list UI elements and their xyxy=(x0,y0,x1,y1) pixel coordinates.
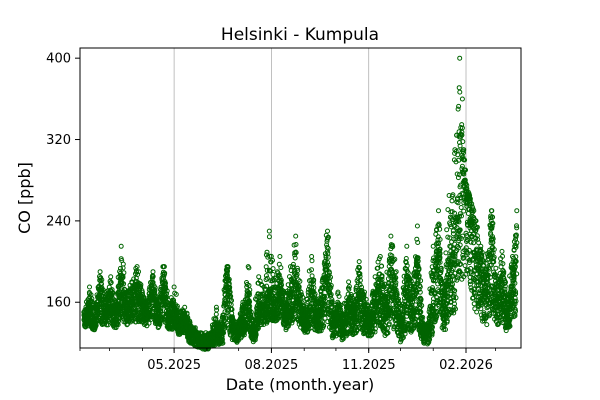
data-point xyxy=(143,320,149,326)
data-point xyxy=(120,265,126,271)
data-point xyxy=(110,290,116,296)
data-point xyxy=(121,270,127,276)
data-point xyxy=(226,306,232,312)
data-point xyxy=(246,283,252,288)
data-point xyxy=(98,278,104,284)
data-point xyxy=(173,291,179,297)
data-point xyxy=(162,281,168,287)
data-points xyxy=(81,55,520,352)
data-point xyxy=(163,284,168,290)
data-point xyxy=(152,285,158,291)
data-point xyxy=(104,322,109,328)
data-point xyxy=(119,280,125,286)
data-point xyxy=(248,309,254,315)
data-point xyxy=(247,287,253,293)
data-point xyxy=(246,292,252,298)
data-point xyxy=(225,276,230,282)
data-point xyxy=(228,306,234,312)
data-point xyxy=(164,291,169,297)
data-point xyxy=(108,280,114,286)
data-point xyxy=(246,298,252,304)
data-point xyxy=(182,311,188,317)
data-point xyxy=(99,277,105,283)
data-point xyxy=(93,322,99,328)
data-point xyxy=(137,283,143,289)
data-point xyxy=(162,271,167,277)
data-point xyxy=(258,291,264,297)
data-point xyxy=(164,288,170,294)
data-point xyxy=(149,275,155,281)
data-point xyxy=(246,290,252,296)
data-point xyxy=(244,280,249,285)
data-point xyxy=(136,269,141,275)
data-point xyxy=(246,301,252,307)
data-point xyxy=(159,317,165,323)
data-point xyxy=(89,296,95,302)
data-point xyxy=(120,275,126,280)
data-point xyxy=(135,272,141,277)
data-point xyxy=(213,311,219,317)
data-point xyxy=(171,297,177,303)
data-point xyxy=(174,305,180,311)
data-point xyxy=(221,315,227,320)
data-point xyxy=(220,340,226,346)
data-point xyxy=(118,265,123,271)
